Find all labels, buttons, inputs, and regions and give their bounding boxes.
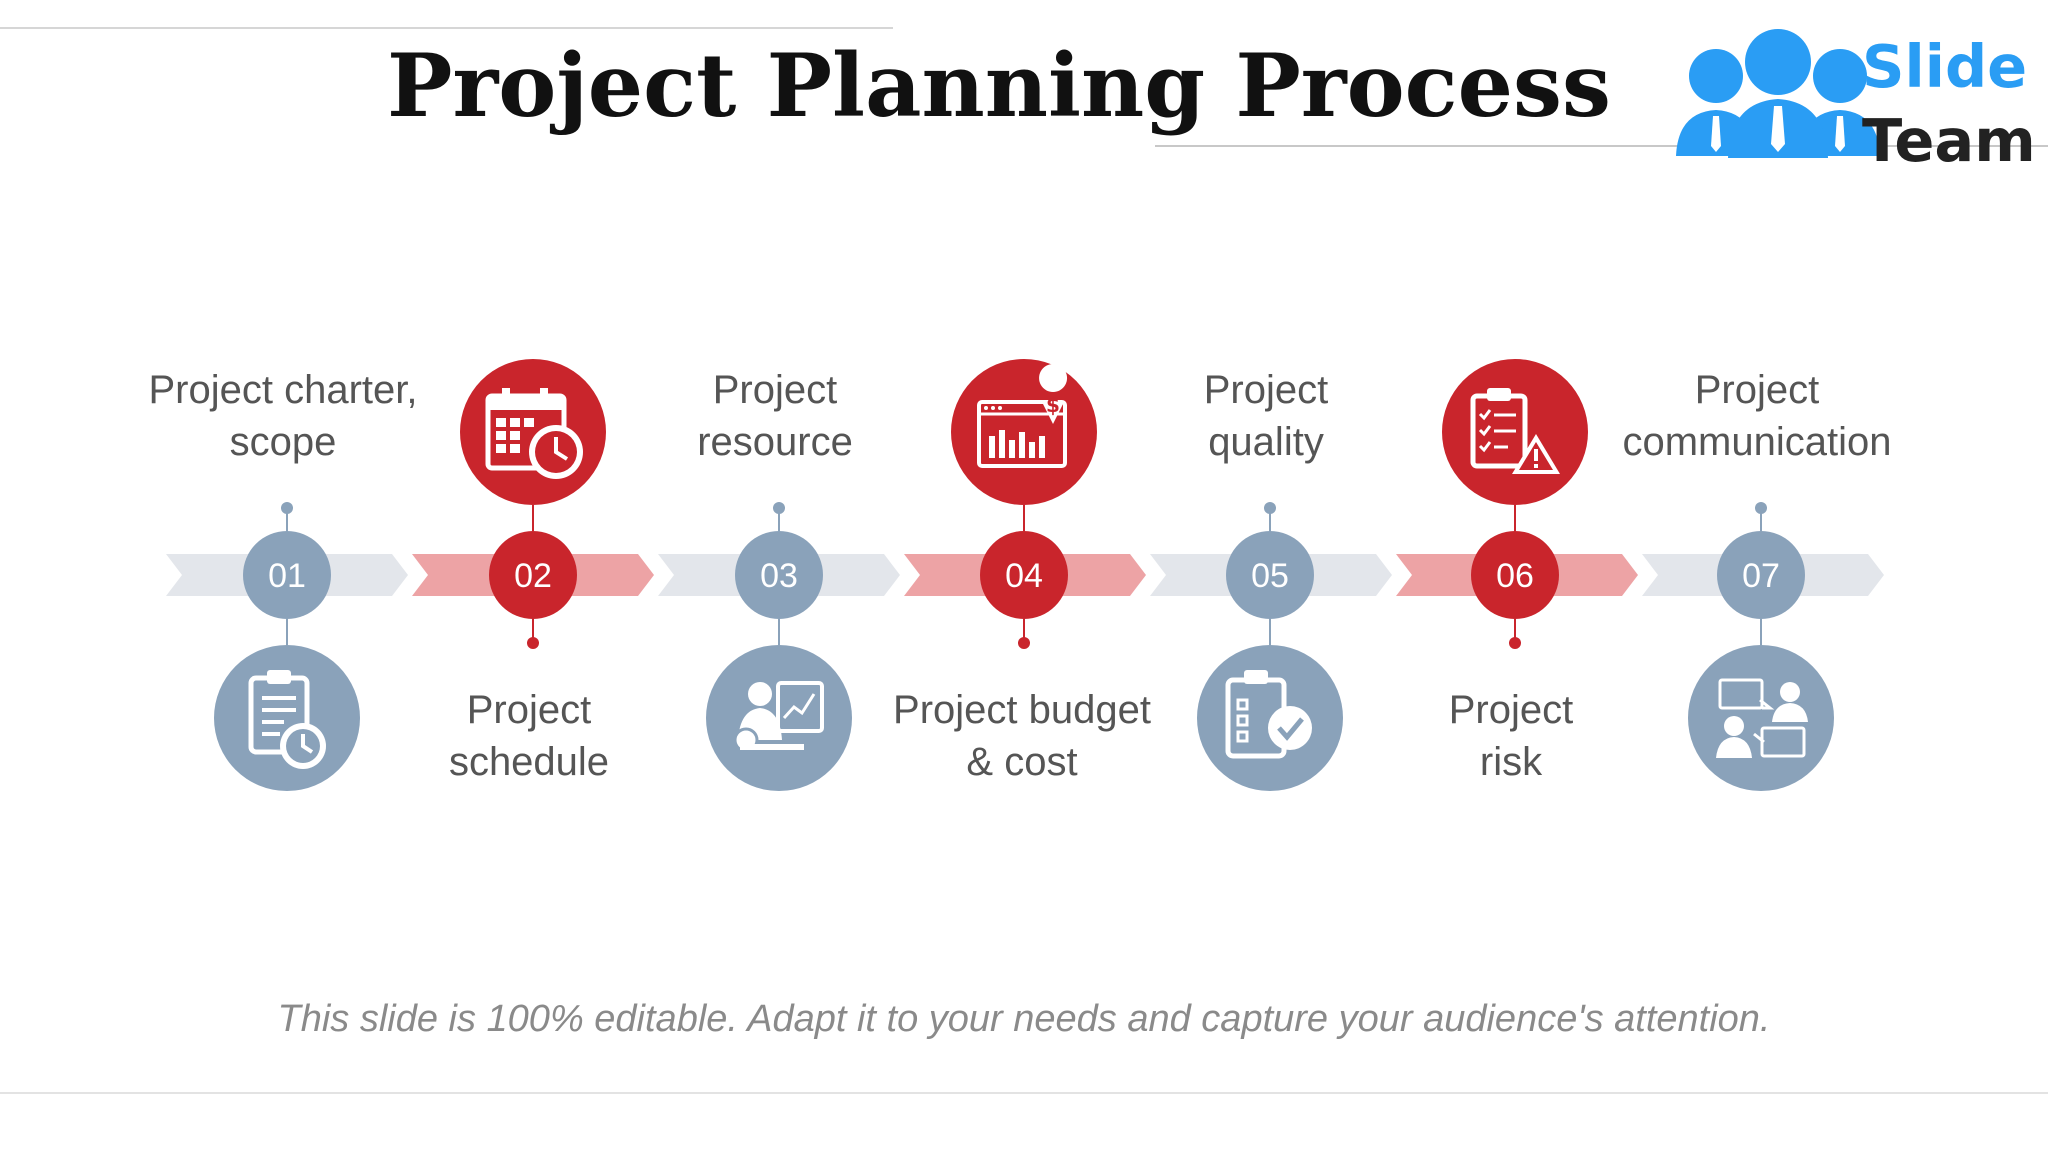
step-label-01: Project charter, scope <box>148 368 418 464</box>
svg-text:$: $ <box>1046 393 1060 417</box>
step-number-04: 04 <box>1005 557 1043 595</box>
team-people-icon <box>1676 29 1880 158</box>
risk-warning-icon <box>1442 359 1588 505</box>
calendar-clock-icon <box>460 359 606 505</box>
step-marker-05 <box>1226 531 1314 619</box>
logo-text-slide: Slide <box>1862 32 2028 101</box>
step-label-05: Project quality <box>1203 368 1329 464</box>
step-marker-01 <box>243 531 331 619</box>
step-number-07: 07 <box>1742 557 1780 595</box>
step-marker-02 <box>489 531 577 619</box>
step-markers: 01 02 03 04 05 06 07 <box>243 531 1805 619</box>
step-number-02: 02 <box>514 557 552 595</box>
page-title: Project Planning Process <box>387 34 1611 137</box>
step-marker-06 <box>1471 531 1559 619</box>
clipboard-clock-icon <box>214 645 360 791</box>
presenter-chart-icon <box>706 645 852 791</box>
quality-checklist-icon <box>1197 645 1343 791</box>
step-label-06: Project risk <box>1448 688 1574 784</box>
budget-chart-icon: $ <box>951 359 1097 505</box>
connectors <box>281 502 1767 649</box>
step-number-06: 06 <box>1496 557 1534 595</box>
step-marker-03 <box>735 531 823 619</box>
step-number-03: 03 <box>760 557 798 595</box>
step-marker-07 <box>1717 531 1805 619</box>
step-label-02: Project schedule <box>448 688 610 784</box>
step-label-03: Project resource <box>697 368 853 464</box>
logo-text-team: Team <box>1862 106 2036 175</box>
footnote: This slide is 100% editable. Adapt it to… <box>277 998 1771 1040</box>
step-number-01: 01 <box>268 557 306 595</box>
step-label-04: Project budget & cost <box>893 688 1151 784</box>
step-label-07: Project communication <box>1622 368 1892 464</box>
step-marker-04 <box>980 531 1068 619</box>
step-number-05: 05 <box>1251 557 1289 595</box>
communication-icon <box>1688 645 1834 791</box>
